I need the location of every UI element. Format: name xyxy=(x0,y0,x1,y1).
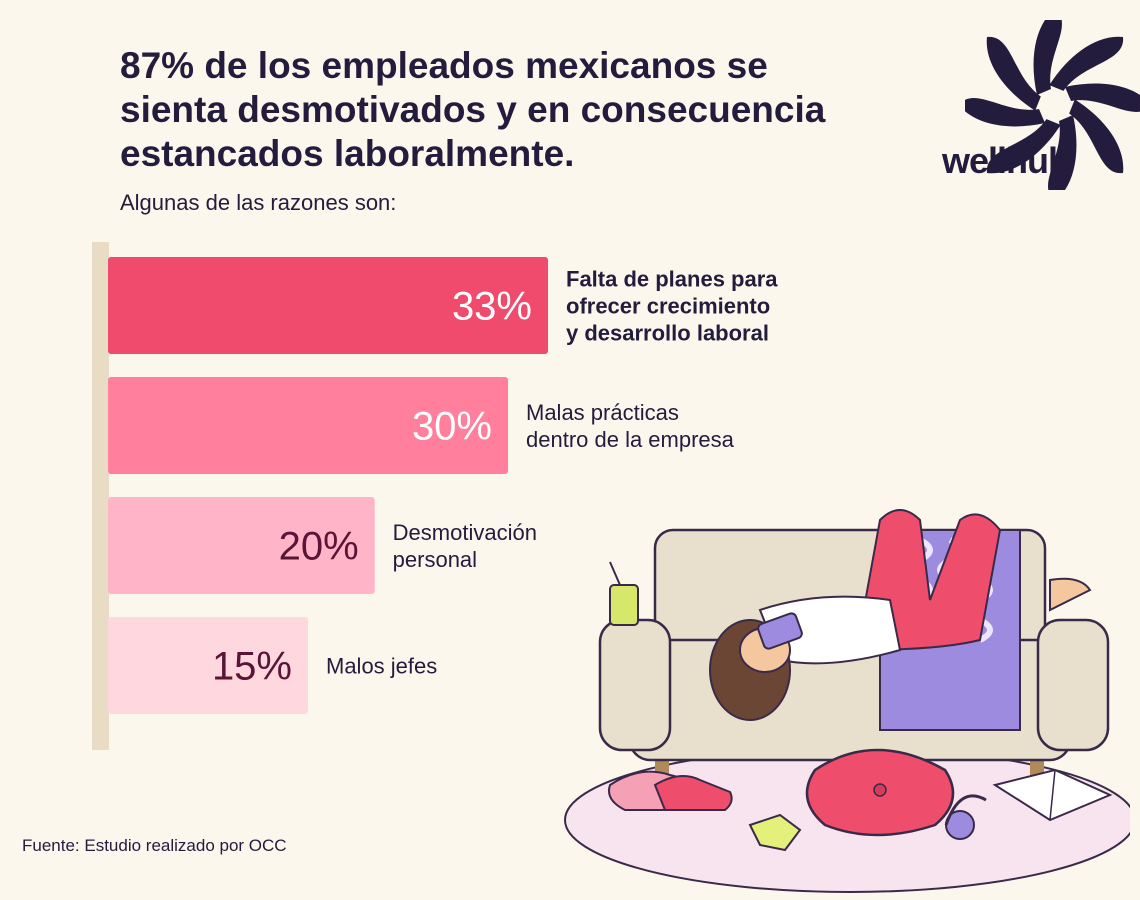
category-label-line: Falta de planes para xyxy=(566,267,778,292)
category-label: Falta de planes para ofrecer crecimiento y… xyxy=(566,267,778,346)
couch-arm-left xyxy=(598,618,672,752)
data-label: 33% xyxy=(452,285,532,329)
phone xyxy=(757,612,803,650)
chart-subtitle: Algunas de las razones son: xyxy=(120,190,397,215)
bar-chart: 33% Falta de planes para ofrecer crecimien… xyxy=(92,242,778,750)
category-label-line: Malos jefes xyxy=(326,654,437,679)
couch-arm-right xyxy=(1036,618,1110,752)
pink-pants xyxy=(859,509,1002,652)
page-title: 87% de los empleados mexicanos se sienta… xyxy=(120,44,920,176)
logo-petal xyxy=(1049,36,1124,91)
logo-petal xyxy=(1065,83,1140,112)
wellhub-logo-icon xyxy=(965,20,1140,190)
bar xyxy=(108,377,508,474)
axis-bar xyxy=(92,242,109,750)
category-label-line: dentro de la empresa xyxy=(526,427,735,452)
title-line-3: estancados laboralmente. xyxy=(120,133,575,174)
bar xyxy=(108,257,548,354)
category-label-line: Malas prácticas xyxy=(526,400,679,425)
category-label-line: ofrecer crecimiento xyxy=(566,294,770,319)
logo-petal xyxy=(965,98,1045,127)
source-note: Fuente: Estudio realizado por OCC xyxy=(22,836,287,855)
data-label: 30% xyxy=(412,405,492,449)
logo-petal xyxy=(986,119,1061,174)
category-label: Malos jefes xyxy=(326,654,437,679)
brand-name: wellhub xyxy=(942,140,1070,181)
illustration-woman-on-couch xyxy=(564,509,1130,893)
category-label-line: y desarrollo laboral xyxy=(566,321,769,346)
logo-petal xyxy=(1033,20,1062,95)
logo-petal xyxy=(1048,115,1077,190)
white-shirt xyxy=(758,595,902,665)
category-label-line: Desmotivación xyxy=(393,520,537,545)
data-label: 15% xyxy=(212,645,292,689)
title-line-1: 87% de los empleados mexicanos se xyxy=(120,45,768,86)
bar xyxy=(108,497,375,594)
category-label: Malas prácticas dentro de la empresa xyxy=(526,400,735,452)
logo-petal xyxy=(986,36,1041,111)
sock xyxy=(748,813,802,852)
bar xyxy=(108,617,308,714)
data-label: 20% xyxy=(279,525,359,569)
category-label-line: personal xyxy=(393,547,477,572)
category-label: Desmotivación personal xyxy=(393,520,537,572)
title-line-2: sienta desmotivados y en consecuencia xyxy=(120,89,826,130)
drink-can xyxy=(609,584,639,626)
logo-petal xyxy=(1069,99,1124,174)
